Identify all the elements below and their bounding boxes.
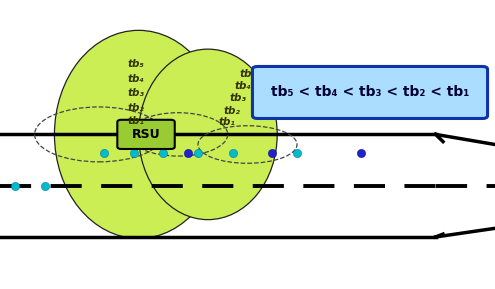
Ellipse shape bbox=[139, 49, 277, 220]
Text: tb₃: tb₃ bbox=[128, 88, 145, 98]
Ellipse shape bbox=[167, 85, 248, 184]
Text: tb₅ < tb₄ < tb₃ < tb₂ < tb₁: tb₅ < tb₄ < tb₃ < tb₂ < tb₁ bbox=[271, 86, 469, 99]
Ellipse shape bbox=[123, 113, 154, 156]
Ellipse shape bbox=[153, 68, 262, 201]
FancyBboxPatch shape bbox=[252, 66, 488, 118]
Text: tb₅: tb₅ bbox=[240, 68, 256, 79]
Ellipse shape bbox=[90, 72, 187, 197]
Text: tb₁: tb₁ bbox=[218, 117, 235, 127]
Ellipse shape bbox=[54, 30, 223, 238]
Text: tb₄: tb₄ bbox=[128, 74, 145, 84]
FancyBboxPatch shape bbox=[117, 120, 175, 149]
Ellipse shape bbox=[181, 101, 235, 168]
Ellipse shape bbox=[72, 52, 205, 217]
Text: tb₄: tb₄ bbox=[234, 81, 251, 91]
Ellipse shape bbox=[106, 92, 171, 176]
Text: RSU: RSU bbox=[132, 128, 160, 141]
Text: tb₂: tb₂ bbox=[224, 105, 241, 116]
Text: tb₁: tb₁ bbox=[128, 116, 145, 126]
Text: tb₅: tb₅ bbox=[128, 59, 145, 69]
Text: tb₃: tb₃ bbox=[229, 93, 246, 103]
Text: tb₂: tb₂ bbox=[128, 103, 145, 113]
Ellipse shape bbox=[194, 117, 222, 152]
